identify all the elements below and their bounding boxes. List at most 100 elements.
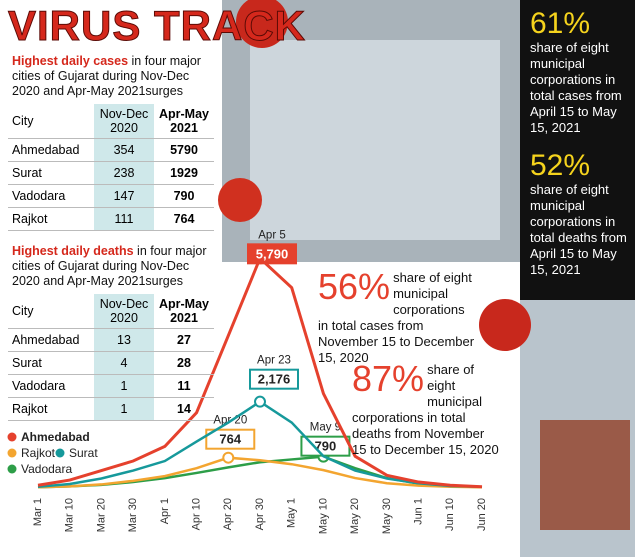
table-row: Ahmedabad 354 5790 xyxy=(8,138,214,162)
peak-marker xyxy=(254,395,266,408)
stat-text: share of eight municipal corporations in… xyxy=(530,40,622,135)
table-row: Vadodara 147 790 xyxy=(8,184,214,208)
x-tick-label: May 1 xyxy=(286,498,298,528)
table-cell: Surat xyxy=(8,351,94,375)
table-cell: 1929 xyxy=(154,161,214,185)
legend-swatch xyxy=(7,448,17,458)
table-cell: 13 xyxy=(94,328,154,352)
data-label: 790 xyxy=(315,439,337,454)
caption: Highest daily deaths in four major citie… xyxy=(12,244,217,289)
x-tick-label: Mar 10 xyxy=(64,498,76,532)
table-cell: 27 xyxy=(154,328,214,352)
caption-bold: Highest daily cases xyxy=(12,54,129,68)
x-tick-label: Apr 30 xyxy=(254,498,266,530)
table-cell: Vadodara xyxy=(8,184,94,208)
stat-text: share of eight municipal corporations in… xyxy=(530,182,627,277)
virus-icon xyxy=(479,299,531,351)
x-tick-label: Apr 1 xyxy=(159,498,171,524)
x-tick-label: Mar 20 xyxy=(95,498,107,532)
header-row: City Nov-Dec 2020 Apr-May 2021 xyxy=(8,294,214,329)
stat-value: 52% xyxy=(530,149,591,182)
stat: 56% share of eight municipal corporations… xyxy=(318,266,478,366)
stat: 52% share of eight municipal corporations… xyxy=(530,150,630,278)
stat-text: share of eight municipal corporations in… xyxy=(318,270,475,365)
table-row: Vadodara 1 11 xyxy=(8,374,214,398)
legend-swatch xyxy=(7,464,17,474)
column-header: Nov-Dec 2020 xyxy=(94,104,154,139)
virus-icon xyxy=(236,0,288,48)
table-cell: 4 xyxy=(94,351,154,375)
caption: Highest daily cases in four major cities… xyxy=(12,54,217,99)
table-cell: Rajkot xyxy=(8,397,94,421)
table-cell: 1 xyxy=(94,397,154,421)
legend-label: Surat xyxy=(69,446,98,460)
table-cell: 354 xyxy=(94,138,154,162)
annotation-date: May 9 xyxy=(310,422,341,434)
table-cell: Ahmedabad xyxy=(8,138,94,162)
legend-swatch xyxy=(7,432,17,442)
column-header: Apr-May 2021 xyxy=(154,104,214,139)
x-tick-label: Apr 10 xyxy=(190,498,202,530)
table-cell: Surat xyxy=(8,161,94,185)
column-header: City xyxy=(8,294,94,329)
table-cell: 5790 xyxy=(154,138,214,162)
x-tick-label: May 10 xyxy=(317,498,329,534)
stat: 87% share of eight municipal corporations… xyxy=(352,358,502,458)
photo-detail xyxy=(540,420,630,530)
data-label: 764 xyxy=(219,432,241,447)
annotation-date: Apr 5 xyxy=(258,229,286,241)
annotation-date: Apr 23 xyxy=(257,355,291,367)
annotation-box xyxy=(205,428,256,450)
table-cell: Vadodara xyxy=(8,374,94,398)
table-row: Rajkot 1 14 xyxy=(8,397,214,421)
x-tick-label: Mar 30 xyxy=(127,498,139,532)
table-row: Ahmedabad 13 27 xyxy=(8,328,214,352)
annotation-box xyxy=(249,368,299,390)
table-cell: 28 xyxy=(154,351,214,375)
line xyxy=(37,456,483,489)
side-panel xyxy=(520,0,635,300)
stat: 61% share of eight municipal corporations… xyxy=(530,8,630,136)
annotation-box xyxy=(247,243,297,265)
x-tick-label: Jun 1 xyxy=(412,498,424,525)
legend-swatch xyxy=(55,448,65,458)
table-cell: 11 xyxy=(154,374,214,398)
x-tick-label: Mar 1 xyxy=(32,498,44,526)
peak-marker xyxy=(222,451,235,464)
table-cell: 14 xyxy=(154,397,214,421)
stat-value: 61% xyxy=(530,7,591,40)
x-tick-label: May 20 xyxy=(349,498,361,534)
title: VIRUS TRACK xyxy=(7,2,307,50)
table-cell: 1 xyxy=(94,374,154,398)
legend-label: Vadodara xyxy=(21,462,72,476)
table-cell: 764 xyxy=(154,207,214,231)
column-header: Apr-May 2021 xyxy=(154,294,214,329)
table-row: Surat 238 1929 xyxy=(8,161,214,185)
table-row: Surat 4 28 xyxy=(8,351,214,375)
table-row: Rajkot 111 764 xyxy=(8,207,214,231)
table-cell: 111 xyxy=(94,207,154,231)
table-cell: Rajkot xyxy=(8,207,94,231)
x-tick-label: Apr 20 xyxy=(222,498,234,530)
column-header: Nov-Dec 2020 xyxy=(94,294,154,329)
photo-detail xyxy=(250,40,500,240)
table-cell: 238 xyxy=(94,161,154,185)
x-tick-label: May 30 xyxy=(381,498,393,534)
header-row: City Nov-Dec 2020 Apr-May 2021 xyxy=(8,104,214,139)
column-header: City xyxy=(8,104,94,139)
caption-text: in four major cities of Gujarat during N… xyxy=(12,244,207,288)
data-label: 2,176 xyxy=(258,372,291,387)
cases-table: City Nov-Dec 2020 Apr-May 2021 Ahmedabad 354… xyxy=(8,104,214,231)
virus-icon xyxy=(218,178,262,222)
x-tick-label: Jun 10 xyxy=(444,498,456,531)
x-tick-label: Jun 20 xyxy=(476,498,488,531)
deaths-table: City Nov-Dec 2020 Apr-May 2021 Ahmedabad 13 2… xyxy=(8,294,214,421)
legend-label: Ahmedabad xyxy=(21,430,90,444)
caption-bold: Highest daily deaths xyxy=(12,244,134,258)
stat-value: 87% xyxy=(352,358,425,399)
stat-value: 56% xyxy=(318,266,391,307)
stat-text: share of eight municipal corporations in… xyxy=(352,362,499,457)
table-cell: 790 xyxy=(154,184,214,208)
